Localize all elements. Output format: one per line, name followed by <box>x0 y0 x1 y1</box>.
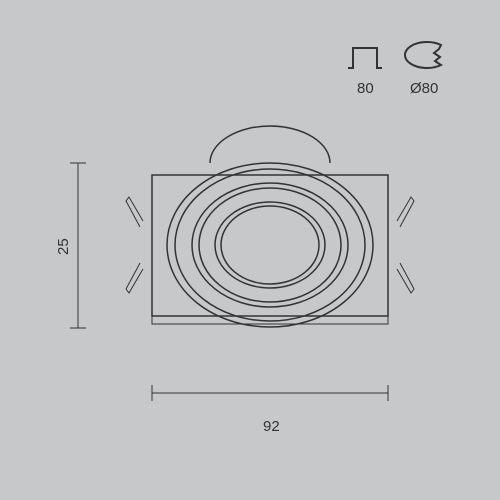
icon-hole-label: Ø80 <box>410 80 438 97</box>
icon-cutout-label: 80 <box>357 80 374 97</box>
dim-width-label: 92 <box>263 418 280 435</box>
technical-drawing <box>0 0 500 500</box>
dim-height-label: 25 <box>55 238 72 255</box>
